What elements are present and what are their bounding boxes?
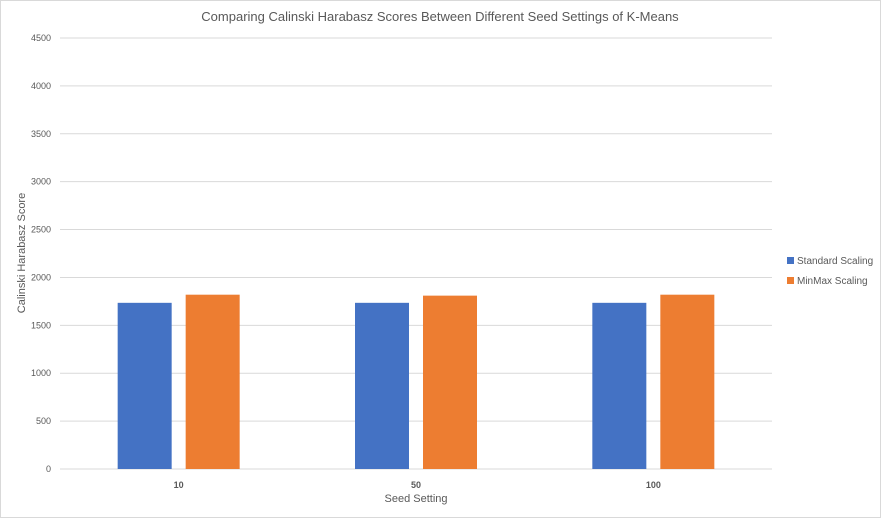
- bar-minmax-scaling-100: [660, 294, 715, 469]
- y-tick-label: 4000: [31, 81, 51, 91]
- legend: Standard Scaling MinMax Scaling: [787, 256, 873, 287]
- bars: [117, 294, 715, 469]
- y-axis-label: Calinski Harabasz Score: [16, 193, 28, 313]
- y-tick-label: 2500: [31, 225, 51, 235]
- legend-label: MinMax Scaling: [797, 276, 868, 287]
- legend-swatch: [787, 277, 794, 284]
- y-tick-label: 4500: [31, 33, 51, 43]
- y-tick-label: 2000: [31, 272, 51, 282]
- y-tick-label: 1500: [31, 320, 51, 330]
- x-tick-label: 100: [646, 480, 661, 490]
- y-axis-ticks: 0 500 1000 1500 2000 2500 3000 3500 4000 4500: [31, 33, 51, 474]
- bar-minmax-scaling-10: [185, 294, 240, 469]
- x-tick-label: 50: [411, 480, 421, 490]
- gridlines: [60, 37, 772, 470]
- bar-minmax-scaling-50: [423, 295, 477, 469]
- y-tick-label: 1000: [31, 368, 51, 378]
- x-tick-label: 10: [174, 480, 184, 490]
- x-axis-ticks: 10 50 100: [174, 480, 661, 490]
- y-tick-label: 500: [36, 416, 51, 426]
- chart-title: Comparing Calinski Harabasz Scores Betwe…: [201, 9, 679, 24]
- bar-standard-scaling-10: [117, 302, 172, 469]
- y-tick-label: 0: [46, 464, 51, 474]
- y-tick-label: 3500: [31, 129, 51, 139]
- bar-standard-scaling-100: [592, 302, 647, 469]
- bar-standard-scaling-50: [355, 302, 409, 469]
- legend-label: Standard Scaling: [797, 256, 873, 267]
- legend-swatch: [787, 257, 794, 264]
- x-axis-label: Seed Setting: [385, 493, 448, 505]
- y-tick-label: 3000: [31, 177, 51, 187]
